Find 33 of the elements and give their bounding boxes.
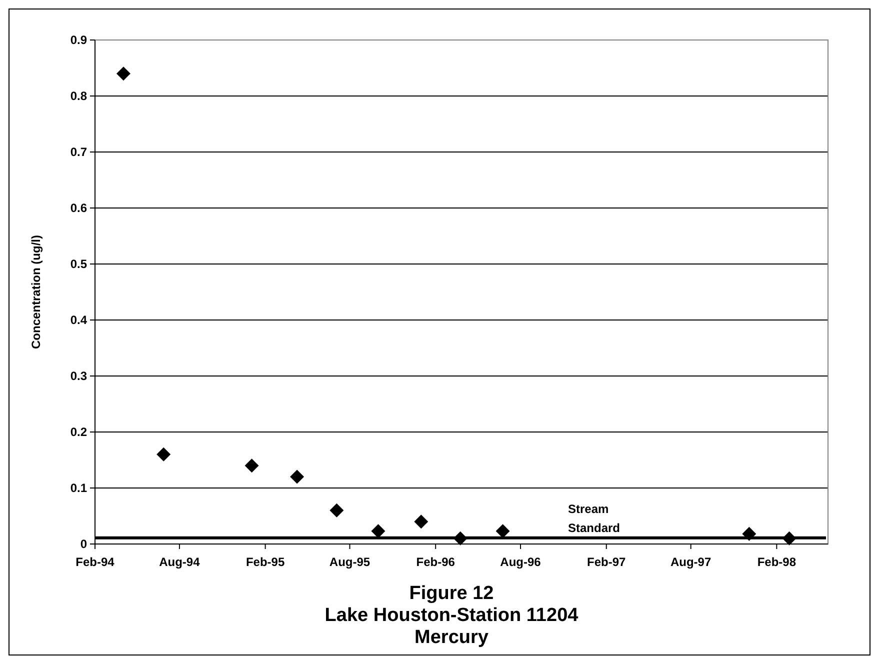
- y-tick-label: 0.6: [70, 201, 88, 216]
- y-axis-title: Concentration (ug/l): [29, 235, 43, 349]
- y-tick-label: 0: [80, 537, 88, 552]
- point: [453, 531, 468, 546]
- x-tick-label: Aug-95: [329, 555, 370, 569]
- y-tick-label: 0.5: [70, 257, 88, 272]
- x-tick-label: Feb-94: [76, 555, 115, 569]
- x-tick-label: Aug-96: [500, 555, 542, 569]
- point: [156, 447, 171, 462]
- x-tick-label: Aug-97: [670, 555, 712, 569]
- y-tick-label: 0.8: [70, 89, 88, 104]
- y-tick-label: 0.7: [70, 145, 88, 160]
- point: [742, 526, 756, 541]
- x-tick-label: Feb-96: [416, 555, 456, 569]
- point: [371, 524, 386, 538]
- text: Figure 12 Lake Houston-Station 11204 Mercury: [324, 583, 579, 648]
- ref-line-label: Stream Standard: [568, 502, 620, 535]
- point: [116, 66, 130, 81]
- x-tick-label: Aug-94: [159, 555, 200, 569]
- point: [414, 514, 428, 529]
- x-tick-label: Feb-98: [757, 555, 796, 569]
- point: [496, 524, 510, 538]
- y-tick-label: 0.1: [70, 481, 88, 496]
- x-tick-label: Feb-95: [246, 555, 285, 569]
- point: [244, 458, 259, 473]
- point: [330, 503, 344, 518]
- point: [290, 470, 304, 484]
- point: [782, 531, 796, 546]
- y-tick-label: 0.4: [70, 313, 88, 328]
- y-tick-label: 0.2: [70, 425, 88, 440]
- y-tick-label: 0.3: [70, 369, 88, 384]
- y-tick-label: 0.9: [70, 33, 88, 48]
- x-tick-label: Feb-97: [587, 555, 626, 569]
